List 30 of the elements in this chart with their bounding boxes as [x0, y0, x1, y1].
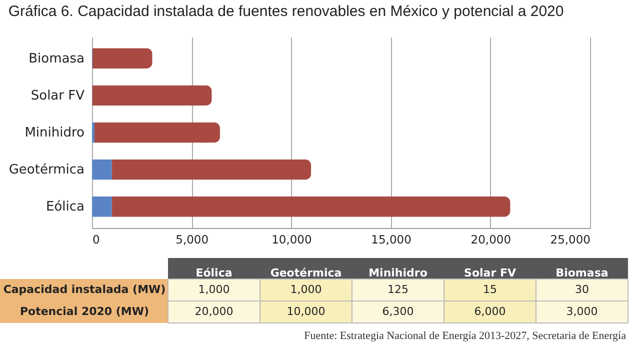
y-tick-label: Minihidro: [24, 126, 85, 140]
x-tick-label: 15,000: [371, 232, 412, 246]
x-tick-label: Geotérmica: [270, 266, 342, 280]
source-note: Fuente: Estrategia Nacional de Energía 2013-2027, Secretaria de Energía: [304, 330, 626, 342]
x-tick-label: Minihidro: [368, 266, 428, 280]
data-label: 30: [575, 283, 589, 296]
data-label: 15: [483, 283, 497, 296]
data-label: 6,000: [474, 305, 506, 318]
data-label: 125: [388, 283, 408, 296]
y-tick-label: Solar FV: [30, 88, 85, 104]
y-tick-label: Eólica: [46, 200, 84, 215]
x-tick-label: Eólica: [196, 266, 232, 280]
y-tick-label: Capacidad instalada (MW): [3, 283, 166, 296]
x-tick-label: 20,000: [470, 232, 512, 246]
y-tick-label: Potencial 2020 (MW): [20, 305, 150, 318]
x-tick-label: 25,000: [550, 232, 590, 246]
y-tick-label: Biomasa: [28, 51, 84, 66]
data-label: 10,000: [286, 305, 326, 318]
data-label: 20,000: [194, 305, 234, 318]
x-tick-label: 10,000: [272, 232, 312, 246]
data-label: 6,300: [382, 305, 414, 318]
data-label: 1,000: [290, 283, 322, 296]
x-tick-label: 0: [92, 232, 100, 246]
x-tick-label: Solar FV: [464, 266, 516, 280]
y-tick-label: Geotérmica: [8, 162, 84, 178]
x-tick-label: 5,000: [176, 232, 209, 246]
chart-title: Gráfica 6. Capacidad instalada de fuentes renovables en México y potencial a 2020: [8, 3, 564, 20]
x-tick-label: Biomasa: [556, 266, 608, 280]
data-label: 1,000: [198, 283, 230, 296]
data-label: 3,000: [566, 305, 598, 318]
